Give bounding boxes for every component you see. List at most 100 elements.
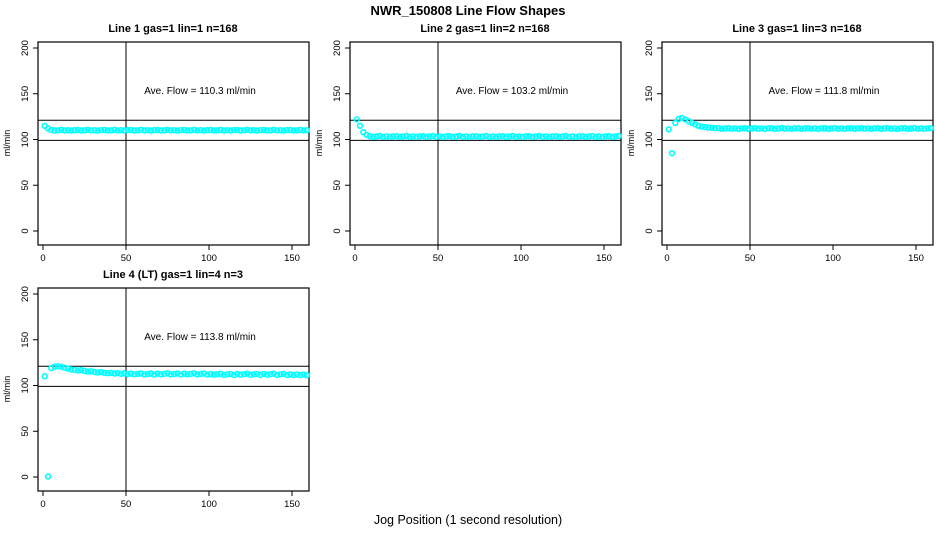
data-point xyxy=(293,371,301,378)
data-point xyxy=(429,132,437,140)
y-axis-label: ml/min xyxy=(2,130,12,157)
data-point xyxy=(356,122,364,130)
x-tick-label: 150 xyxy=(596,253,612,264)
data-point xyxy=(353,116,360,123)
data-point xyxy=(58,363,65,370)
data-point xyxy=(64,365,72,372)
data-point xyxy=(117,126,125,134)
data-point xyxy=(409,133,417,140)
data-point xyxy=(877,125,885,133)
data-point xyxy=(775,125,782,132)
data-point xyxy=(851,125,858,133)
data-point xyxy=(114,369,121,377)
data-point xyxy=(267,127,274,134)
ave-flow-annotation: Ave. Flow = 110.3 ml/min xyxy=(144,86,256,97)
y-tick-label: 0 xyxy=(644,228,655,233)
data-point xyxy=(290,127,297,134)
x-tick-label: 0 xyxy=(664,253,669,264)
data-point xyxy=(728,125,735,132)
data-point xyxy=(81,127,88,134)
x-tick-label: 0 xyxy=(40,499,45,510)
main-title: NWR_150808 Line Flow Shapes xyxy=(370,3,566,18)
data-point xyxy=(190,126,198,134)
data-point xyxy=(141,371,148,378)
data-point xyxy=(609,133,616,141)
data-point xyxy=(94,127,102,134)
data-point xyxy=(48,364,55,372)
data-point xyxy=(519,133,526,141)
data-point xyxy=(874,124,882,132)
data-point xyxy=(67,366,75,373)
data-point xyxy=(363,131,370,139)
data-point xyxy=(473,132,480,140)
data-point xyxy=(376,132,384,140)
data-point xyxy=(224,126,231,134)
data-point xyxy=(257,126,264,134)
data-point xyxy=(300,127,307,134)
data-point xyxy=(665,126,672,133)
subplot-line-2: Line 2 gas=1 lin=2 n=168 0 50 100 150 200 ml/m… xyxy=(312,18,624,270)
data-point xyxy=(240,370,248,378)
data-point xyxy=(579,132,586,140)
data-point xyxy=(894,125,901,133)
data-point xyxy=(897,125,905,132)
data-point xyxy=(141,127,148,134)
plot-box xyxy=(37,287,310,492)
data-point xyxy=(904,125,911,133)
data-point xyxy=(101,126,108,134)
y-tick-label: 200 xyxy=(20,286,31,302)
x-tick-label: 150 xyxy=(284,253,300,264)
data-point xyxy=(263,371,271,378)
y-tick-label: 150 xyxy=(20,86,31,102)
data-point xyxy=(419,132,427,140)
data-point xyxy=(379,133,387,141)
x-tick-label: 100 xyxy=(201,499,217,510)
y-tick-label: 200 xyxy=(332,40,343,56)
data-point xyxy=(476,133,483,141)
data-point xyxy=(151,371,158,378)
data-point xyxy=(210,371,218,378)
x-axis-label: Jog Position (1 second resolution) xyxy=(373,513,563,527)
data-point xyxy=(751,124,759,132)
data-point xyxy=(84,126,92,134)
data-point xyxy=(121,127,128,134)
data-point xyxy=(51,127,58,134)
data-point xyxy=(589,132,596,140)
data-point xyxy=(838,125,845,132)
data-point xyxy=(48,126,55,134)
data-point xyxy=(526,132,533,140)
data-point xyxy=(164,370,171,377)
data-point xyxy=(492,133,500,141)
data-point xyxy=(602,133,609,140)
data-point xyxy=(881,125,888,132)
data-point xyxy=(546,133,553,141)
ave-flow-annotation: Ave. Flow = 113.8 ml/min xyxy=(144,332,256,343)
data-point xyxy=(170,370,178,378)
data-point xyxy=(174,370,181,377)
data-point xyxy=(559,133,566,140)
data-point xyxy=(459,133,467,141)
data-point xyxy=(592,133,599,141)
data-point xyxy=(214,370,221,378)
data-point xyxy=(844,125,852,132)
data-point xyxy=(134,370,141,378)
data-point xyxy=(741,124,749,132)
data-point xyxy=(911,124,918,132)
y-tick-label: 100 xyxy=(20,378,31,394)
y-tick-label: 100 xyxy=(644,132,655,148)
data-point xyxy=(250,371,258,378)
data-point xyxy=(210,127,218,134)
data-point xyxy=(858,124,865,132)
data-point xyxy=(399,133,407,140)
data-point xyxy=(758,125,765,132)
subplot-line-1: Line 1 gas=1 lin=1 n=168 0 50 100 150 200 ml/m… xyxy=(0,18,312,270)
data-point xyxy=(921,125,928,133)
data-point xyxy=(187,127,194,134)
data-point xyxy=(366,132,374,140)
data-point xyxy=(230,126,238,134)
data-point xyxy=(71,366,78,374)
x-tick-label: 50 xyxy=(745,253,756,264)
data-point xyxy=(67,127,75,134)
data-point xyxy=(244,126,251,134)
x-tick-label: 50 xyxy=(121,499,132,510)
